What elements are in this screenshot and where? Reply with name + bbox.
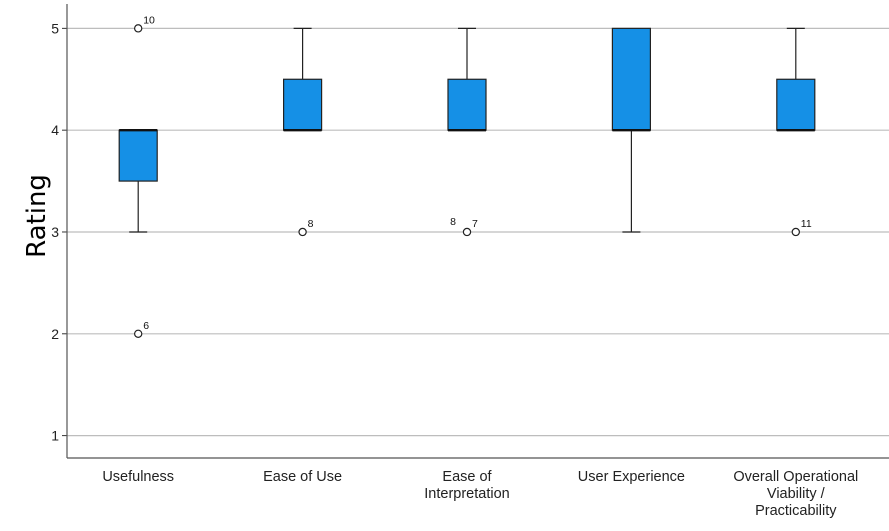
outlier-label: 11 [801, 218, 812, 230]
x-category-label: Overall Operational Viability / Practicabi… [733, 469, 858, 519]
outlier-label: 10 [143, 14, 155, 26]
labels: 1 2 3 4 5 10 6 8 8 7 11 Usefulness Ease of Use Ease o… [51, 14, 858, 519]
x-category-label: Ease of Use [263, 469, 342, 485]
box-group [447, 27, 487, 237]
outlier-point [791, 227, 801, 237]
outlier-label: 7 [472, 218, 478, 230]
outlier-point [462, 227, 472, 237]
box-group [776, 27, 816, 237]
x-category-label-line: Practicability [755, 503, 837, 519]
y-axis-title: Rating [22, 174, 52, 258]
axes [62, 4, 889, 459]
y-tick-label: 4 [51, 122, 59, 138]
box-group [611, 27, 652, 233]
box-group [283, 27, 323, 237]
y-tick-label: 5 [51, 20, 59, 36]
x-category-label-line: Ease of [442, 469, 492, 485]
x-category-label: Usefulness [102, 469, 174, 485]
outlier-point [133, 24, 143, 33]
x-category-label: User Experience [578, 469, 685, 485]
boxes [118, 24, 816, 338]
outlier-label: 8 [450, 216, 456, 228]
x-category-label-line: Interpretation [424, 486, 509, 502]
gridlines [67, 27, 889, 437]
iqr-box [611, 27, 652, 131]
x-category-label-line: Viability / [767, 486, 826, 502]
x-category-label: Ease of Interpretation [424, 469, 509, 502]
outlier-label: 6 [143, 320, 149, 332]
x-category-label-line: User Experience [578, 469, 685, 485]
x-category-label-line: Overall Operational [733, 469, 858, 485]
iqr-box [776, 78, 816, 131]
y-tick-label: 1 [51, 428, 59, 444]
box-group [118, 24, 158, 338]
iqr-box [447, 78, 487, 131]
outlier-label: 8 [308, 218, 314, 230]
x-category-label-line: Usefulness [102, 469, 174, 485]
iqr-box [118, 129, 158, 182]
iqr-box [283, 78, 323, 131]
y-tick-label: 2 [51, 326, 59, 342]
y-tick-label: 3 [51, 224, 59, 240]
outlier-point [298, 227, 307, 237]
outlier-point [133, 329, 143, 338]
x-category-label-line: Ease of Use [263, 469, 342, 485]
